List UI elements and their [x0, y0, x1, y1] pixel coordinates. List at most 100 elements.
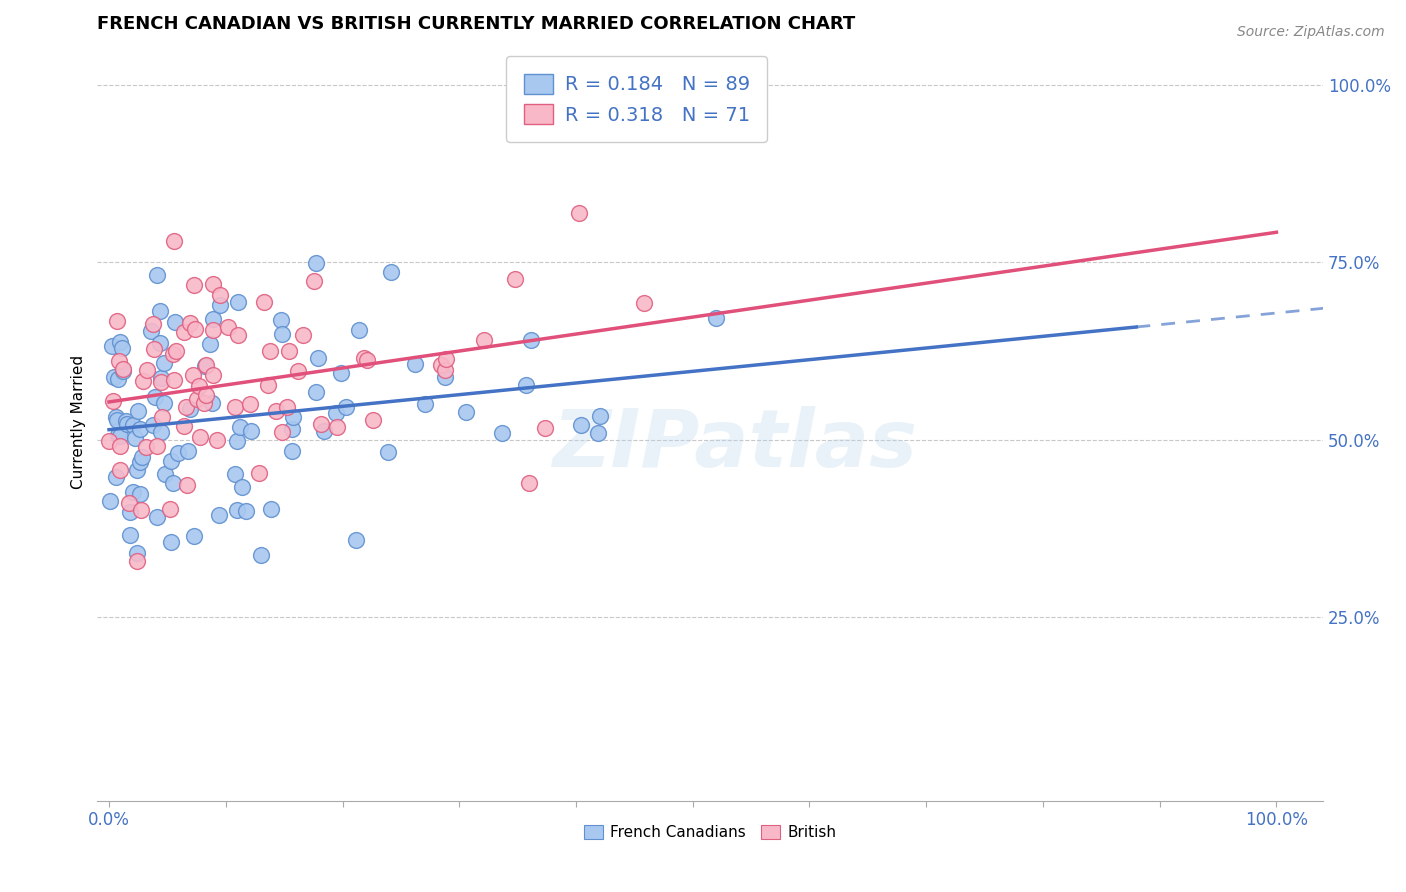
Point	[226, 328, 249, 343]
Point	[159, 502, 181, 516]
Point	[107, 354, 129, 368]
Point	[107, 372, 129, 386]
Point	[150, 371, 173, 385]
Point	[163, 315, 186, 329]
Point	[179, 402, 201, 417]
Point	[163, 374, 186, 388]
Point	[120, 505, 142, 519]
Point	[505, 272, 527, 286]
Point	[633, 296, 655, 310]
Point	[202, 323, 225, 337]
Point	[271, 425, 294, 440]
Point	[259, 343, 281, 358]
Point	[146, 268, 169, 282]
Point	[434, 352, 457, 367]
Point	[183, 278, 205, 293]
Point	[278, 344, 301, 359]
Point	[174, 400, 197, 414]
Point	[519, 333, 541, 347]
Point	[181, 368, 204, 382]
Point	[276, 400, 298, 414]
Point	[434, 370, 457, 384]
Point	[111, 342, 134, 356]
Point	[115, 414, 138, 428]
Point	[194, 359, 217, 374]
Point	[184, 321, 207, 335]
Point	[128, 455, 150, 469]
Point	[305, 256, 328, 270]
Point	[404, 357, 426, 371]
Point	[104, 409, 127, 424]
Point	[229, 419, 252, 434]
Point	[188, 429, 211, 443]
Point	[129, 503, 152, 517]
Point	[193, 396, 215, 410]
Point	[155, 467, 177, 481]
Y-axis label: Currently Married: Currently Married	[72, 355, 86, 489]
Point	[567, 206, 589, 220]
Point	[101, 394, 124, 409]
Point	[108, 429, 131, 443]
Point	[108, 334, 131, 349]
Point	[143, 390, 166, 404]
Point	[179, 316, 201, 330]
Point	[589, 409, 612, 423]
Point	[124, 431, 146, 445]
Point	[98, 434, 121, 449]
Point	[142, 417, 165, 432]
Point	[150, 410, 173, 425]
Point	[125, 554, 148, 568]
Point	[107, 428, 129, 442]
Point	[226, 294, 249, 309]
Point	[176, 478, 198, 492]
Point	[224, 467, 246, 482]
Point	[329, 367, 352, 381]
Text: Source: ZipAtlas.com: Source: ZipAtlas.com	[1237, 25, 1385, 39]
Point	[250, 549, 273, 563]
Point	[259, 501, 281, 516]
Point	[129, 487, 152, 501]
Point	[186, 392, 208, 406]
Point	[270, 312, 292, 326]
Point	[302, 274, 325, 288]
Point	[165, 343, 187, 358]
Point	[195, 358, 218, 372]
Point	[139, 324, 162, 338]
Point	[344, 533, 367, 548]
Point	[264, 404, 287, 418]
Point	[413, 397, 436, 411]
Point	[314, 424, 336, 438]
Point	[209, 287, 232, 301]
Point	[112, 364, 135, 378]
Point	[380, 265, 402, 279]
Text: FRENCH CANADIAN VS BRITISH CURRENTLY MARRIED CORRELATION CHART: FRENCH CANADIAN VS BRITISH CURRENTLY MAR…	[97, 15, 856, 33]
Point	[534, 421, 557, 435]
Point	[207, 434, 229, 448]
Point	[225, 503, 247, 517]
Point	[127, 546, 149, 560]
Point	[208, 298, 231, 312]
Point	[118, 496, 141, 510]
Point	[129, 422, 152, 436]
Point	[163, 234, 186, 248]
Point	[162, 347, 184, 361]
Point	[363, 413, 385, 427]
Point	[101, 339, 124, 353]
Point	[207, 508, 229, 523]
Point	[108, 439, 131, 453]
Point	[224, 400, 246, 414]
Point	[104, 470, 127, 484]
Point	[177, 444, 200, 458]
Point	[231, 480, 253, 494]
Point	[704, 311, 727, 326]
Point	[135, 440, 157, 454]
Point	[146, 510, 169, 524]
Point	[198, 337, 221, 351]
Point	[377, 445, 399, 459]
Point	[201, 396, 224, 410]
Point	[217, 320, 239, 334]
Point	[153, 396, 176, 410]
Point	[281, 444, 304, 458]
Point	[187, 379, 209, 393]
Point	[149, 304, 172, 318]
